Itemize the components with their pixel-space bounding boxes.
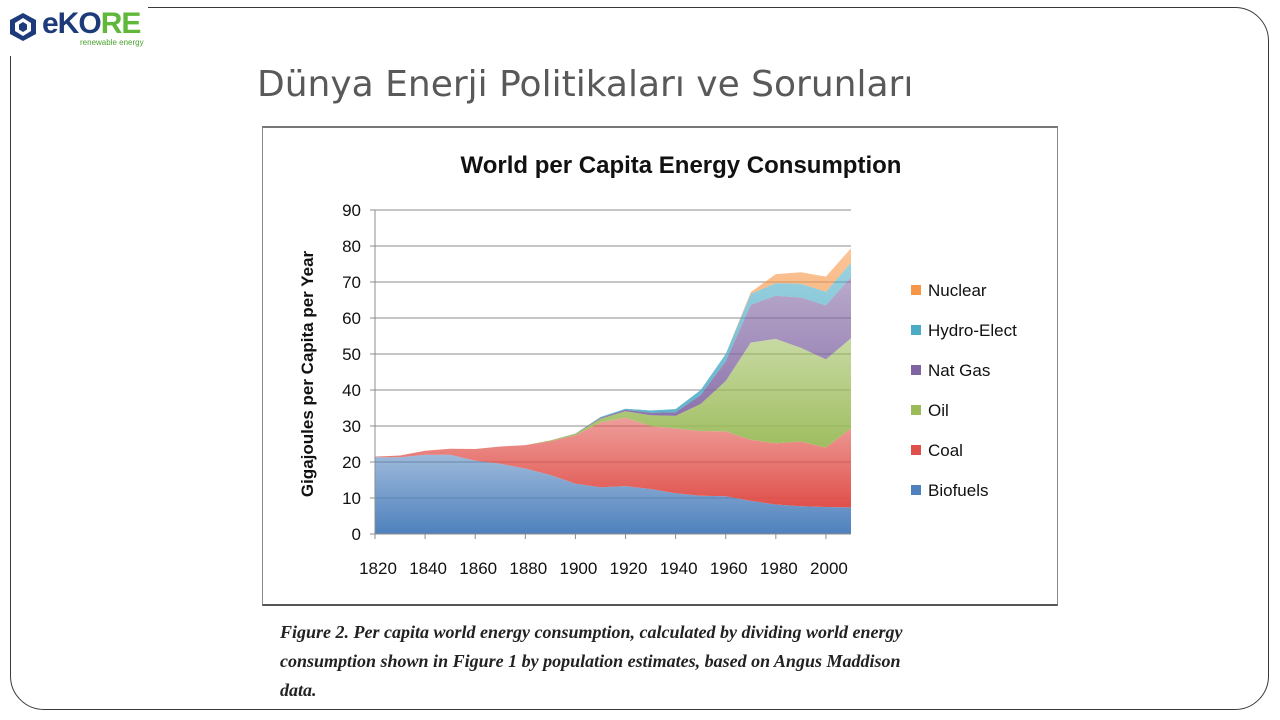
figure-caption: Figure 2. Per capita world energy consum… <box>280 622 903 700</box>
chart-container: World per Capita Energy Consumption 0 10 2… <box>262 126 1058 606</box>
x-tick-label-1900: 1900 <box>560 559 598 578</box>
legend-label-hydro-elect: Hydro-Elect <box>928 321 1017 340</box>
legend-swatch-oil <box>911 405 921 415</box>
legend-swatch-nuclear <box>911 285 921 295</box>
y-tick-label-30: 30 <box>342 417 361 436</box>
y-tick-label-0: 0 <box>352 525 361 544</box>
logo-wordmark: eKORE <box>42 7 142 40</box>
y-tick-label-70: 70 <box>342 273 361 292</box>
y-tick-label-90: 90 <box>342 201 361 220</box>
legend-swatch-nat-gas <box>911 365 921 375</box>
x-tick-label-1880: 1880 <box>509 559 547 578</box>
y-tick-label-80: 80 <box>342 237 361 256</box>
legend-swatch-biofuels <box>911 485 921 495</box>
logo-brand-main: eKO <box>42 7 102 40</box>
x-tick-label-1960: 1960 <box>710 559 748 578</box>
legend-swatch-hydro-elect <box>911 325 921 335</box>
x-tick-label-1840: 1840 <box>409 559 447 578</box>
legend-label-nuclear: Nuclear <box>928 281 987 300</box>
y-tick-label-40: 40 <box>342 381 361 400</box>
legend-label-nat-gas: Nat Gas <box>928 361 990 380</box>
legend-label-coal: Coal <box>928 441 963 460</box>
area-series-coal <box>375 417 851 508</box>
x-tick-label-1920: 1920 <box>610 559 648 578</box>
legend-label-biofuels: Biofuels <box>928 481 988 500</box>
slide-title: Dünya Enerji Politikaları ve Sorunları <box>257 64 914 105</box>
y-axis-title: Gigajoules per Capita per Year <box>298 250 317 497</box>
logo-brand-accent: RE <box>100 7 142 40</box>
chart-title: World per Capita Energy Consumption <box>460 152 902 179</box>
x-tick-label-1940: 1940 <box>660 559 698 578</box>
x-tick-label-1820: 1820 <box>359 559 397 578</box>
x-tick-label-1980: 1980 <box>760 559 798 578</box>
logo-tagline: renewable energy <box>80 38 144 47</box>
area-series-oil <box>375 338 851 457</box>
y-tick-label-60: 60 <box>342 309 361 328</box>
x-tick-label-2000: 2000 <box>810 559 848 578</box>
logo-area: eKORE renewable energy <box>0 0 148 56</box>
y-tick-label-20: 20 <box>342 453 361 472</box>
slide-frame <box>10 7 1269 710</box>
y-tick-label-10: 10 <box>342 489 361 508</box>
legend-label-oil: Oil <box>928 401 949 420</box>
x-tick-label-1860: 1860 <box>459 559 497 578</box>
area-series-biofuels <box>375 454 851 534</box>
legend-swatch-coal <box>911 445 921 455</box>
logo-hexagon-icon <box>10 13 36 41</box>
y-tick-label-50: 50 <box>342 345 361 364</box>
company-logo: eKORE renewable energy <box>8 7 148 50</box>
chart-svg: 0 10 20 30 40 50 60 70 80 90 1820 1840 1860 1880 1900 1… <box>298 201 1017 578</box>
